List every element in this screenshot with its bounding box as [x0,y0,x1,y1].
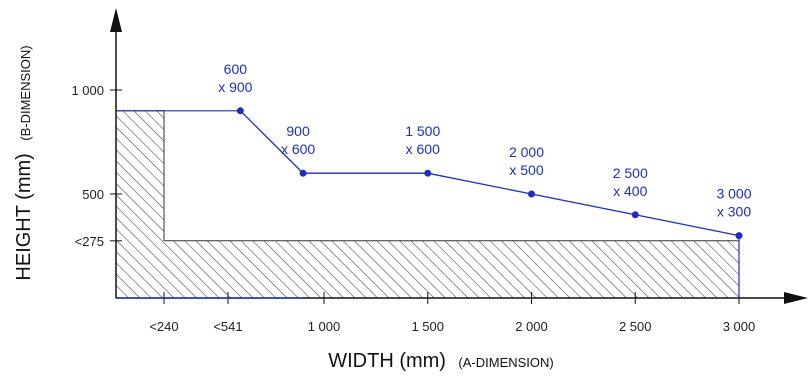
point-label: 2 500 x 400 [613,165,648,199]
point-label-line2: x 900 [218,79,252,95]
point-label: 900 x 600 [281,123,315,157]
point-label: 2 000 x 500 [509,144,544,178]
point-label-line2: x 400 [613,183,647,199]
series-layer [116,107,743,299]
point-label-line2: x 600 [281,141,315,157]
data-point [735,232,743,240]
point-label-line1: 600 [224,61,248,77]
y-tick-label: <275 [75,234,104,249]
x-axis-arrow [784,292,808,304]
y-axis-title-sub: (B-DIMENSION) [18,45,33,140]
y-axis-arrow [110,8,122,32]
x-tick-label: 1 000 [308,319,341,334]
point-label-line2: x 600 [406,141,440,157]
x-tick-label: 3 000 [723,319,756,334]
point-label-line1: 2 500 [613,165,648,181]
point-label-line2: x 300 [717,204,751,220]
point-label-line1: 900 [286,123,310,139]
x-tick-label: 2 500 [619,319,652,334]
y-tick-label: 1 000 [71,83,104,98]
y-axis-title: HEIGHT (mm) (B-DIMENSION) [13,45,35,280]
point-label-line1: 1 500 [405,123,440,139]
labels-layer: 600 x 900 900 x 600 1 500 x 600 2 000 x 500 2 50… [71,61,755,334]
point-label-line1: 3 000 [716,186,751,202]
data-point [299,169,307,177]
y-tick-label: 500 [82,187,104,202]
x-tick-label: 1 500 [411,319,444,334]
x-axis-title-sub: (A-DIMENSION) [458,355,553,370]
data-point [236,107,244,115]
series-line [239,110,740,237]
data-point [631,211,639,219]
data-point [528,190,535,198]
point-label: 600 x 900 [218,61,252,95]
point-label: 1 500 x 600 [405,123,440,157]
x-axis-title: WIDTH (mm) (A-DIMENSION) [328,350,554,372]
point-label-line2: x 500 [509,162,543,178]
point-label-line1: 2 000 [509,144,544,160]
x-tick-label: <240 [149,319,178,334]
x-tick-label: <541 [213,319,242,334]
x-tick-label: 2 000 [515,319,548,334]
point-label: 3 000 x 300 [716,186,751,220]
x-axis-title-main: WIDTH (mm) [328,350,446,372]
data-point [424,169,432,177]
y-axis-title-main: HEIGHT (mm) [13,153,35,280]
